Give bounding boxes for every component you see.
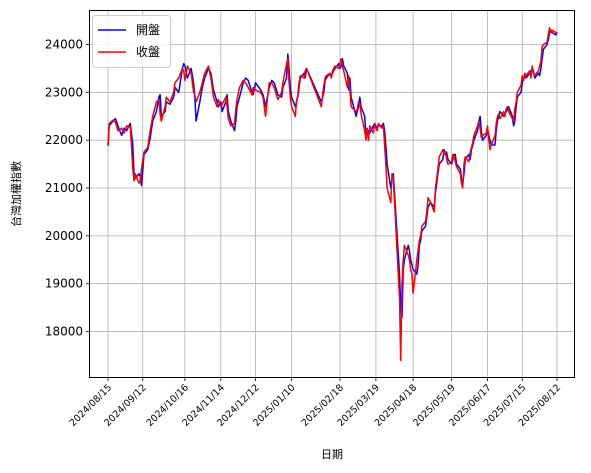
y-tick-label: 24000 — [45, 37, 83, 51]
legend-box — [92, 15, 171, 68]
y-axis-ticks: 18000 19000 20000 21000 22000 23000 24000 — [45, 37, 90, 339]
y-tick-label: 21000 — [45, 181, 83, 195]
y-tick-label: 18000 — [45, 325, 83, 339]
y-tick-label: 20000 — [45, 229, 83, 243]
legend-label-open: 開盤 — [136, 23, 160, 37]
legend-label-close: 收盤 — [136, 45, 160, 59]
y-tick-label: 23000 — [45, 85, 83, 99]
y-tick-label: 19000 — [45, 277, 83, 291]
grid — [90, 11, 574, 377]
y-tick-label: 22000 — [45, 133, 83, 147]
series-line-open — [107, 29, 558, 318]
series-line-close — [107, 26, 557, 362]
plot-frame — [89, 10, 575, 378]
y-axis-label: 台灣加權指數 — [9, 161, 23, 227]
legend: 開盤 收盤 — [92, 15, 171, 68]
series-lines — [107, 26, 558, 362]
x-axis-label: 日期 — [321, 448, 343, 461]
